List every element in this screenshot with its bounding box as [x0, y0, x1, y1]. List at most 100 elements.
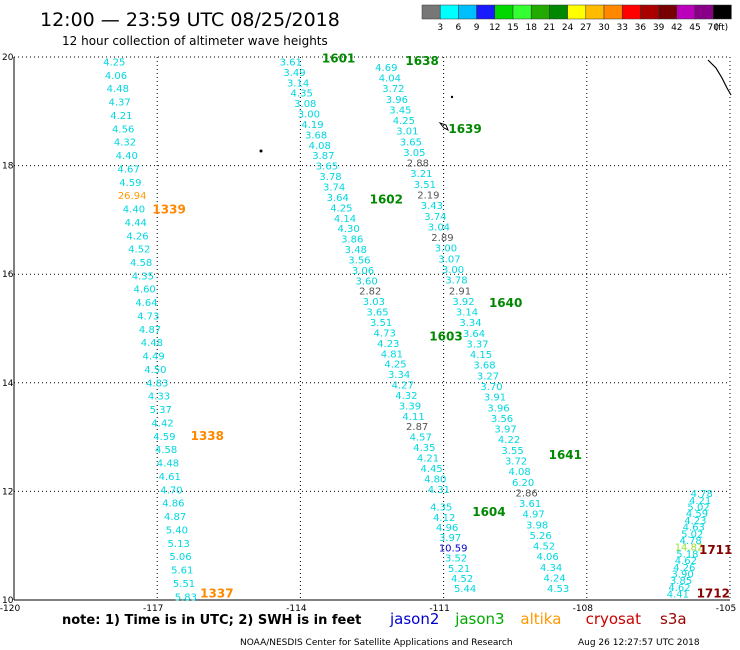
data-label: 3.00 [298, 110, 320, 121]
data-label: 3.37 [466, 339, 488, 350]
data-label: 4.52 [128, 245, 150, 256]
data-label: 3.91 [484, 393, 506, 404]
track-label: 1603 [429, 329, 462, 343]
data-label: 3.56 [491, 414, 513, 425]
legend-entry: jason2 [389, 610, 439, 628]
data-label: 4.12 [433, 513, 455, 524]
data-label: 5.37 [150, 405, 172, 416]
data-label: 4.48 [141, 338, 163, 349]
data-label: 3.85 [670, 576, 692, 587]
data-label: 3.92 [452, 297, 474, 308]
data-label: 4.40 [116, 151, 138, 162]
data-label: 5.21 [448, 564, 470, 575]
data-label: 4.63 [683, 523, 705, 534]
data-label: 3.21 [410, 169, 432, 180]
data-label: 4.30 [337, 224, 359, 235]
x-tick-label: -114 [286, 604, 307, 614]
x-tick-label: -117 [143, 604, 163, 614]
data-label: 4.67 [117, 164, 139, 175]
data-label: 3.49 [283, 68, 305, 79]
data-label: 2.86 [515, 488, 537, 499]
chart-title: 12:00 — 23:59 UTC 08/25/2018 [40, 9, 340, 31]
data-label: 4.73 [374, 328, 396, 339]
data-label: 2.88 [407, 159, 429, 170]
data-label: 4.25 [384, 360, 406, 371]
data-label: 3.96 [487, 403, 509, 414]
data-label: 4.69 [375, 63, 397, 74]
data-label: 4.08 [508, 467, 530, 478]
colorbar-swatch [603, 4, 623, 20]
data-label: 3.48 [345, 245, 367, 256]
data-label: 5.51 [173, 579, 195, 590]
data-label: 3.61 [519, 499, 541, 510]
data-label: 3.14 [456, 308, 478, 319]
data-label: 3.00 [435, 244, 457, 255]
data-label: 5.18 [676, 549, 698, 560]
data-label: 4.87 [164, 512, 186, 523]
data-label: 5.40 [166, 525, 188, 536]
data-label: 4.44 [125, 218, 147, 229]
data-label: 4.60 [134, 285, 156, 296]
data-label: 3.43 [421, 201, 443, 212]
colorbar-tick: 21 [544, 23, 555, 33]
data-label: 4.61 [159, 472, 181, 483]
colorbar-tick: 9 [474, 23, 480, 33]
data-label: 3.72 [382, 84, 404, 95]
data-label: 4.49 [142, 352, 164, 363]
colorbar-swatch [585, 4, 605, 20]
data-label: 3.03 [363, 297, 385, 308]
colorbar-swatch [549, 4, 568, 20]
data-label: 4.87 [139, 325, 161, 336]
data-label: 4.21 [689, 496, 711, 507]
data-label: 4.78 [691, 489, 713, 500]
data-label: 3.14 [287, 78, 309, 89]
data-label: 4.27 [392, 381, 414, 392]
colorbar-tick: 33 [616, 23, 627, 33]
island-dot [259, 149, 263, 153]
colorbar-swatch [439, 4, 459, 20]
track-label: 1602 [370, 193, 403, 207]
data-label: 3.97 [494, 425, 516, 436]
data-label: 4.14 [334, 214, 356, 225]
y-tick-label: 18 [2, 162, 14, 172]
y-tick-label: 14 [2, 379, 14, 389]
data-label: 5.02 [681, 529, 703, 540]
colorbar-tick: 6 [456, 23, 462, 33]
data-label: 4.35 [291, 89, 313, 100]
legend-entry: cryosat [586, 610, 641, 628]
track-label: 1337 [200, 586, 233, 600]
data-label: 3.78 [445, 276, 467, 287]
colorbar-tick: 15 [507, 23, 518, 33]
data-label: 4.56 [112, 124, 134, 135]
data-label: 3.86 [341, 235, 363, 246]
footer-timestamp: Aug 26 12:27:57 UTC 2018 [578, 638, 700, 648]
data-label: 4.41 [667, 590, 689, 601]
data-label: 4.21 [110, 111, 132, 122]
data-label: 3.90 [672, 569, 694, 580]
data-label: 3.45 [389, 105, 411, 116]
data-label: 3.27 [477, 371, 499, 382]
data-label: 3.64 [463, 329, 485, 340]
colorbar-unit: (ft) [715, 23, 729, 33]
data-label: 4.23 [377, 339, 399, 350]
data-label: 3.51 [414, 180, 436, 191]
colorbar-swatch [512, 4, 532, 20]
data-label: 4.52 [533, 542, 555, 553]
data-label: 3.87 [312, 151, 334, 162]
data-label: 4.62 [668, 583, 690, 594]
data-label: 3.98 [526, 520, 548, 531]
colorbar-swatch [658, 4, 678, 20]
data-label: 4.42 [151, 418, 173, 429]
colorbar-swatch [676, 4, 696, 20]
data-label: 3.34 [388, 370, 410, 381]
data-label: 4.40 [123, 205, 145, 216]
track-label: 1339 [152, 202, 185, 216]
colorbar-tick: 70 [707, 23, 719, 33]
data-label: 3.78 [319, 172, 341, 183]
data-label: 4.25 [330, 203, 352, 214]
data-label: 4.04 [379, 73, 401, 84]
data-label: 4.58 [155, 445, 177, 456]
data-label: 4.73 [137, 311, 159, 322]
footer-credit: NOAA/NESDIS Center for Satellite Applica… [240, 638, 513, 648]
